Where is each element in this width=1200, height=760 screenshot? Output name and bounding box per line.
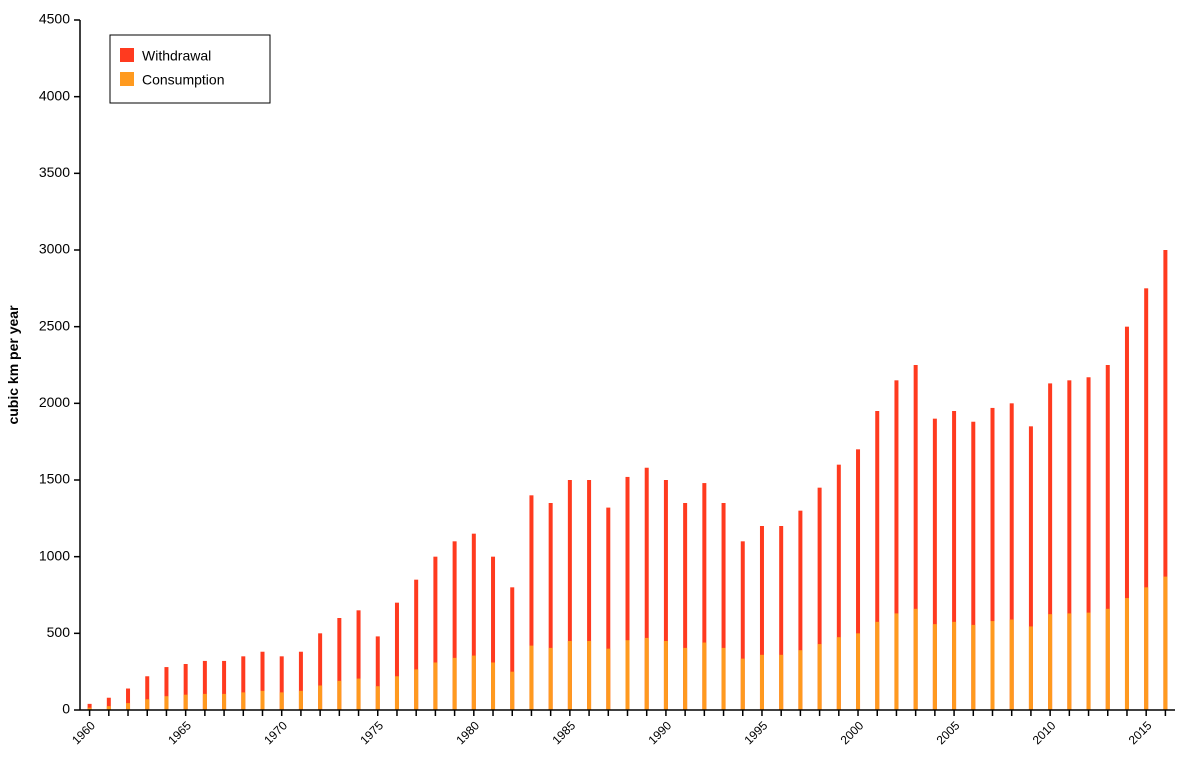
x-tick-label: 1975 [357,718,386,747]
bar-consumption [376,686,380,710]
bar-consumption [1144,587,1148,710]
bar-consumption [1029,626,1033,710]
bar-consumption [587,641,591,710]
bar-consumption [760,655,764,710]
bar-chart: 0 500 1000 1500 2000 2500 3000 3500 4000 4500 196… [0,0,1200,760]
x-axis: 1960 1965 1970 1975 1980 1985 1990 1995 2000 2005… [69,710,1175,747]
y-tick-label: 3000 [39,241,70,257]
bar-consumption [222,694,226,710]
bar-consumption [472,656,476,710]
y-tick-label: 4500 [39,11,70,27]
legend-label: Consumption [142,72,225,88]
bar-consumption [241,692,245,710]
bar-consumption [491,662,495,710]
bar-consumption [568,641,572,710]
legend-box [110,35,270,103]
x-tick-label: 1980 [453,718,482,747]
bar-consumption [357,679,361,710]
x-tick-label: 2005 [934,718,963,747]
bar-consumption [261,691,265,710]
legend-swatch [120,72,134,86]
bar-consumption [1010,620,1014,710]
x-tick-label: 2000 [838,718,867,747]
bar-consumption [856,633,860,710]
bar-consumption [914,609,918,710]
bar-consumption [837,637,841,710]
bar-consumption [933,624,937,710]
bar-consumption [280,692,284,710]
bar-consumption [203,694,207,710]
bar-consumption [798,650,802,710]
x-tick-label: 1960 [69,718,98,747]
x-tick-label: 1965 [165,718,194,747]
bar-consumption [414,669,418,710]
bar-consumption [626,640,630,710]
legend-label: Withdrawal [142,48,211,64]
bar-consumption [395,676,399,710]
bar-consumption [299,691,303,710]
bar-consumption [818,644,822,710]
bar-consumption [1048,614,1052,710]
bar-consumption [1106,609,1110,710]
bar-consumption [606,649,610,710]
bar-consumption [145,699,149,710]
bar-consumption [722,648,726,710]
bar-consumption [164,696,168,710]
bar-consumption [337,681,341,710]
legend: Withdrawal Consumption [110,35,270,103]
bar-consumption [1125,598,1129,710]
y-axis: 0 500 1000 1500 2000 2500 3000 3500 4000 4500 [39,11,80,717]
bar-consumption [549,648,553,710]
y-tick-label: 0 [62,701,70,717]
y-tick-label: 4000 [39,87,70,103]
plot-area [88,250,1168,710]
bar-consumption [971,625,975,710]
bar-consumption [453,658,457,710]
y-tick-label: 1000 [39,547,70,563]
bar-consumption [779,655,783,710]
bar-consumption [894,613,898,710]
bar-consumption [741,659,745,710]
y-tick-label: 2500 [39,317,70,333]
bar-consumption [1067,613,1071,710]
bar-consumption [1087,613,1091,710]
y-axis-title: cubic km per year [5,305,21,425]
x-tick-label: 1995 [742,718,771,747]
y-tick-label: 2000 [39,394,70,410]
bar-consumption [529,646,533,710]
legend-swatch [120,48,134,62]
bar-consumption [1163,577,1167,710]
x-tick-label: 2010 [1030,718,1059,747]
x-tick-label: 1970 [261,718,290,747]
bar-consumption [318,685,322,710]
y-tick-label: 3500 [39,164,70,180]
x-tick-label: 2015 [1126,718,1155,747]
bar-consumption [702,643,706,710]
chart-container: 0 500 1000 1500 2000 2500 3000 3500 4000 4500 196… [0,0,1200,760]
bar-consumption [126,703,130,710]
bar-consumption [645,638,649,710]
bar-consumption [952,622,956,710]
bar-consumption [991,621,995,710]
y-tick-label: 1500 [39,471,70,487]
bar-consumption [433,662,437,710]
bar-consumption [184,695,188,710]
x-tick-label: 1985 [549,718,578,747]
bar-consumption [683,648,687,710]
bar-consumption [875,622,879,710]
y-tick-label: 500 [47,624,71,640]
x-tick-label: 1990 [645,718,674,747]
bar-consumption [664,641,668,710]
bar-consumption [510,672,514,710]
